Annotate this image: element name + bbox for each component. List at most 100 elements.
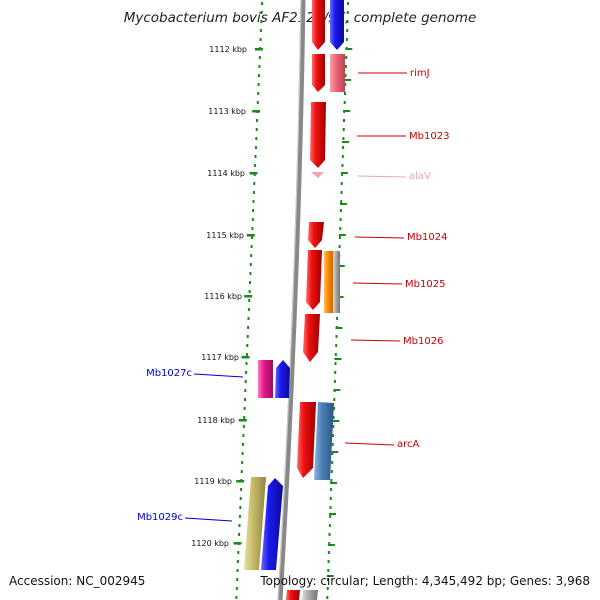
minor-tick: [336, 296, 344, 298]
guide-dot: [247, 317, 250, 320]
gene-block-mb1027c[interactable]: [258, 360, 273, 398]
kbp-tick-marks: 1112 kbp 1113 kbp 1114 kbp 1115 kbp 1116…: [191, 45, 353, 577]
kbp-label: 1118 kbp: [197, 416, 235, 425]
guide-dot: [340, 182, 343, 185]
minor-tick: [331, 451, 339, 453]
gene-block[interactable]: [324, 251, 334, 313]
minor-tick: [334, 358, 342, 360]
guide-dot: [241, 461, 244, 464]
gene-block[interactable]: [333, 251, 340, 313]
guide-dot: [330, 479, 333, 482]
guide-dot: [236, 578, 239, 581]
guide-dot: [252, 209, 255, 212]
gene-block[interactable]: [244, 477, 266, 570]
gene-block[interactable]: [286, 590, 300, 600]
minor-tick: [333, 389, 341, 391]
guide-dot: [344, 74, 347, 77]
guide-dot: [247, 308, 250, 311]
guide-dot: [336, 317, 339, 320]
gene-label-rimJ[interactable]: rimJ: [410, 68, 430, 79]
gene-label-mb1026[interactable]: Mb1026: [403, 336, 443, 347]
guide-dot: [341, 164, 344, 167]
guide-dot: [341, 173, 344, 176]
gene-arrow-mb1026[interactable]: [303, 314, 320, 362]
guide-dot: [334, 353, 337, 356]
gene-arrow-mb1029c[interactable]: [261, 478, 283, 570]
guide-dot: [251, 218, 254, 221]
guide-dot: [335, 335, 338, 338]
genome-backbone-highlight: [277, 0, 302, 600]
guide-dot: [343, 119, 345, 122]
guide-dot: [340, 200, 343, 203]
guide-dot: [332, 416, 335, 419]
gene-arrow-mb1023[interactable]: [310, 102, 326, 168]
guide-dot: [238, 524, 241, 527]
guide-dot: [236, 569, 239, 572]
guide-dot: [251, 236, 253, 239]
guide-dot: [347, 2, 350, 5]
guide-dot: [236, 560, 239, 563]
gene-features: [244, 0, 345, 600]
minor-tick: [342, 141, 349, 143]
gene-label-mb1024[interactable]: Mb1024: [407, 232, 447, 243]
guide-dot: [244, 389, 247, 392]
topology-text: Topology: circular; Length: 4,345,492 bp…: [260, 574, 590, 588]
guide-dot: [243, 416, 246, 419]
guide-dot: [261, 2, 264, 5]
gene-label-mb1029c[interactable]: Mb1029c: [137, 512, 183, 523]
guide-dot: [327, 560, 330, 563]
guide-dot: [239, 497, 242, 500]
minor-tick: [339, 203, 347, 205]
guide-dot: [339, 218, 342, 221]
kbp-label: 1112 kbp: [209, 45, 247, 54]
guide-dot: [250, 245, 253, 248]
gene-arrow-mb1024[interactable]: [308, 222, 324, 248]
gene-block[interactable]: [302, 590, 318, 600]
gene-arrow-rimJ[interactable]: [312, 54, 325, 92]
guide-dot: [255, 137, 258, 140]
kbp-tick: [233, 542, 242, 545]
guide-dot: [259, 29, 262, 32]
gene-arrow-arcA[interactable]: [297, 402, 316, 478]
guide-dot: [334, 362, 337, 365]
trna-alaV[interactable]: [311, 172, 324, 178]
minor-tick: [326, 575, 334, 577]
guide-dot: [339, 227, 342, 230]
gene-label-alaV[interactable]: alaV: [409, 171, 431, 182]
map-title: Mycobacterium bovis AF2122/97, complete …: [123, 10, 477, 26]
guide-dot: [253, 182, 256, 185]
minor-tick: [327, 544, 335, 546]
guide-dot: [255, 128, 258, 131]
kbp-tick: [244, 295, 253, 298]
label-leader-lines: [184, 72, 407, 522]
kbp-tick: [236, 480, 245, 483]
gene-block[interactable]: [314, 402, 334, 480]
gene-label-arcA[interactable]: arcA: [397, 439, 420, 450]
guide-dot: [330, 488, 333, 491]
guide-dot: [246, 344, 249, 347]
guide-dot: [260, 20, 263, 23]
guide-dot: [330, 470, 333, 473]
gene-arrow-mb1025[interactable]: [306, 250, 322, 310]
gene-arrow[interactable]: [312, 0, 325, 50]
guide-dot: [248, 299, 251, 302]
guide-dot: [238, 515, 241, 518]
gene-arrow[interactable]: [275, 360, 290, 398]
guide-dot: [235, 587, 238, 590]
minor-tick: [330, 482, 338, 484]
guide-dot: [342, 137, 345, 140]
kbp-tick: [249, 172, 258, 175]
gene-label-mb1023[interactable]: Mb1023: [409, 131, 449, 142]
guide-dot: [338, 236, 341, 239]
guide-dot: [332, 434, 334, 437]
kbp-label: 1114 kbp: [207, 169, 245, 178]
guide-dot: [344, 92, 346, 95]
guide-dot: [256, 119, 258, 122]
kbp-label: 1116 kbp: [204, 292, 242, 301]
guide-dot: [238, 533, 241, 536]
gene-arrow[interactable]: [330, 0, 344, 50]
gene-label-mb1027c[interactable]: Mb1027c: [146, 368, 192, 379]
gene-label-mb1025[interactable]: Mb1025: [405, 279, 445, 290]
genome-backbone: [277, 0, 306, 600]
gene-block[interactable]: [330, 54, 345, 92]
